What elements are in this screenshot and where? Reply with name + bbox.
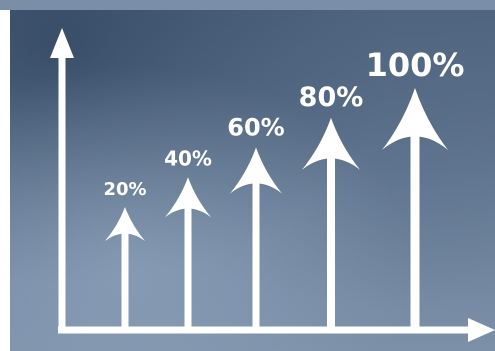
arrow-bar-2 bbox=[165, 177, 211, 330]
arrow-shaft bbox=[410, 125, 420, 330]
arrow-shaft bbox=[184, 201, 192, 330]
arrow-bar-3 bbox=[230, 147, 282, 330]
top-band bbox=[0, 0, 495, 10]
arrowhead bbox=[230, 147, 282, 194]
arrow-bar-1 bbox=[105, 207, 145, 330]
arrow-bar-5 bbox=[382, 88, 448, 330]
y-axis-arrowhead bbox=[50, 28, 74, 58]
arrowhead bbox=[382, 88, 448, 150]
x-axis-arrowhead bbox=[468, 318, 495, 342]
arrow-marks bbox=[105, 88, 448, 330]
arrow-shaft bbox=[121, 227, 129, 330]
arrowhead bbox=[302, 117, 360, 170]
arrowhead bbox=[105, 207, 145, 241]
data-label-1: 20% bbox=[103, 179, 146, 200]
data-label-5: 100% bbox=[366, 46, 465, 84]
arrowhead bbox=[165, 177, 211, 218]
data-label-3: 60% bbox=[227, 114, 284, 142]
arrow-shaft bbox=[327, 148, 335, 330]
data-label-2: 40% bbox=[164, 146, 212, 170]
data-label-4: 80% bbox=[299, 82, 364, 113]
arrow-bar-4 bbox=[302, 117, 360, 330]
data-labels: 20% 40% 60% 80%100% bbox=[103, 46, 464, 200]
arrow-shaft bbox=[252, 175, 260, 330]
